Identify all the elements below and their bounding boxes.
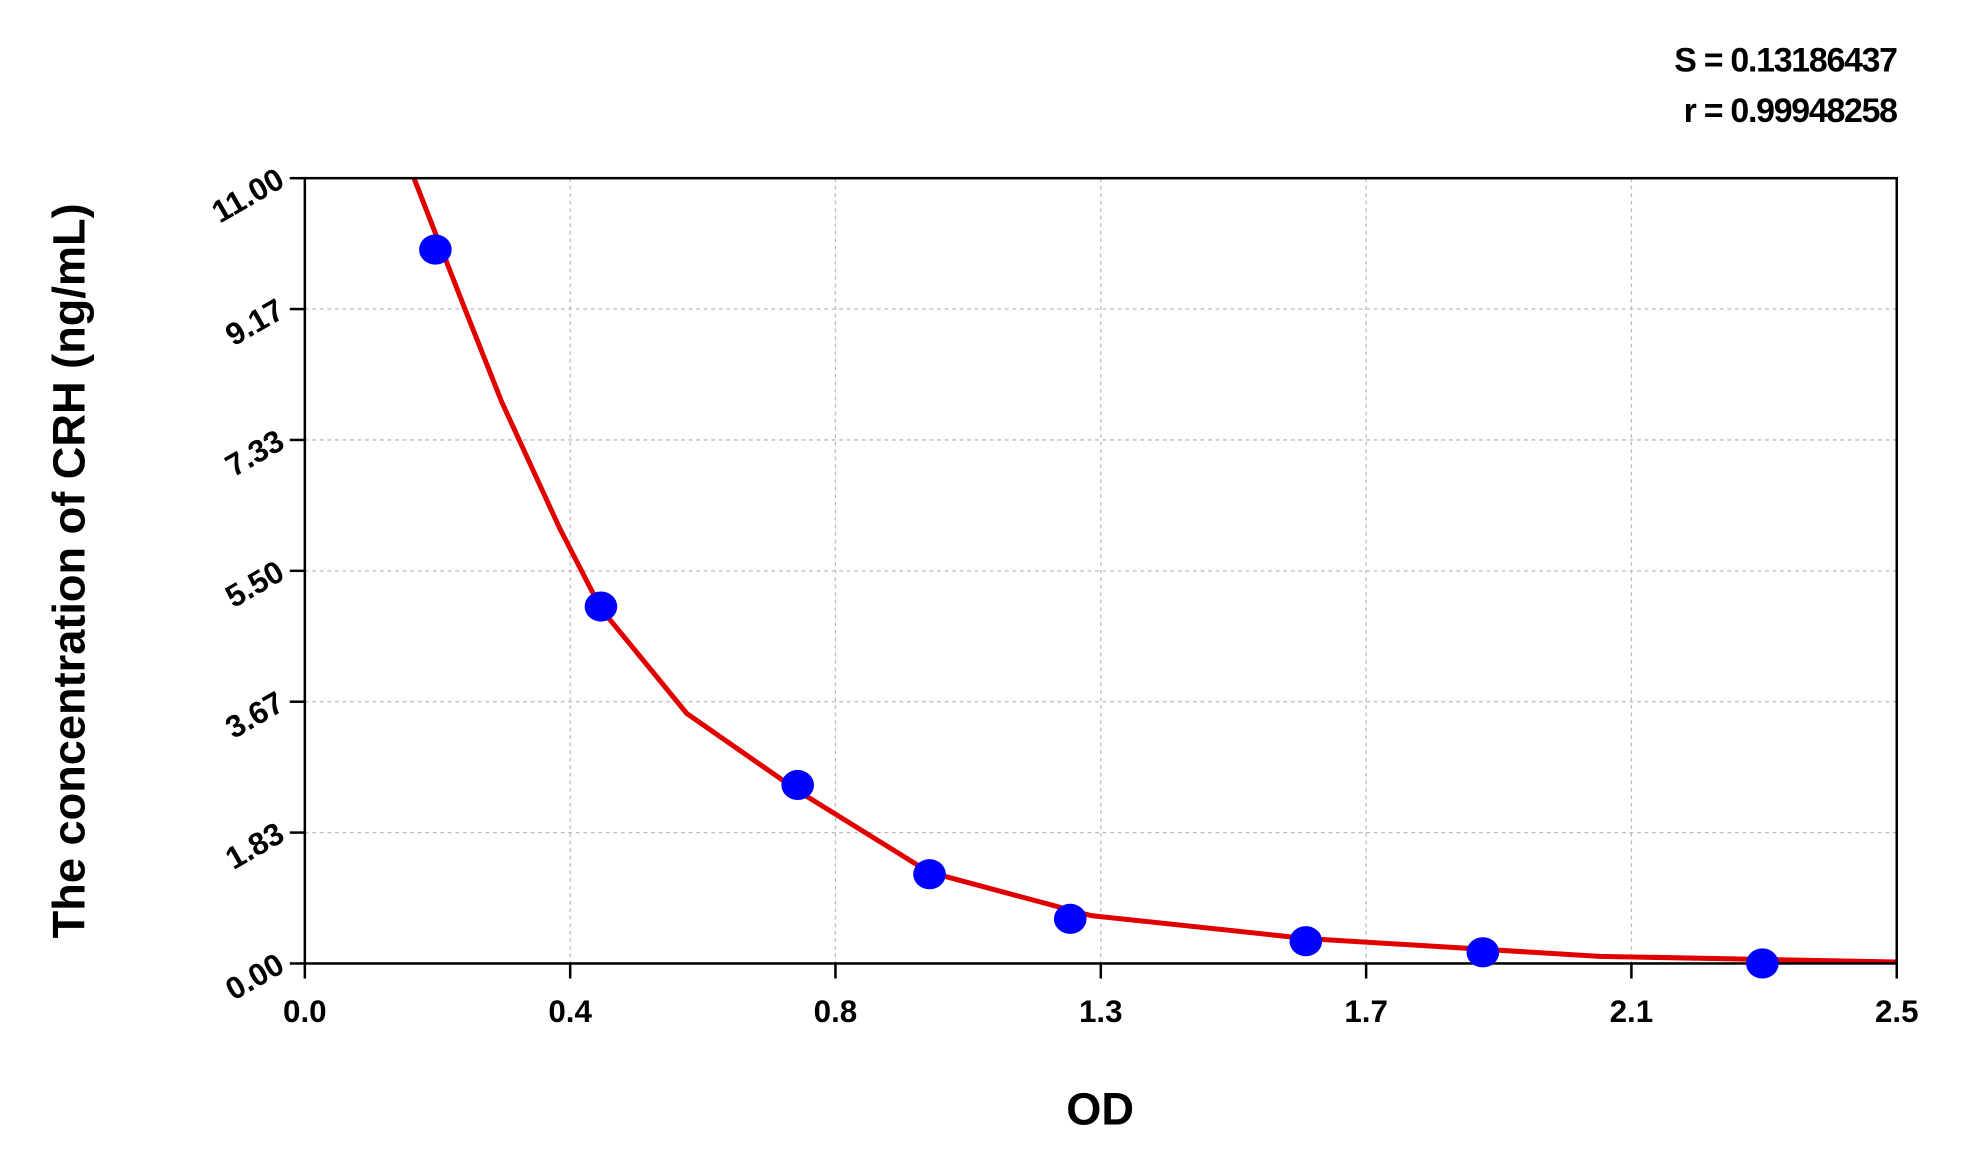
x-tick-label: 0.0 bbox=[283, 994, 327, 1029]
data-point bbox=[913, 859, 946, 890]
x-axis-label: OD bbox=[1066, 1084, 1134, 1135]
fit-curve bbox=[411, 178, 1897, 964]
data-point bbox=[1289, 926, 1323, 957]
data-point bbox=[1466, 937, 1500, 968]
y-axis-label: The concentration of CRH (ng/mL) bbox=[44, 203, 95, 938]
x-tick-label: 0.8 bbox=[814, 994, 858, 1029]
data-point bbox=[781, 769, 814, 801]
x-tick-label: 1.7 bbox=[1344, 994, 1388, 1029]
x-tick-label: 0.4 bbox=[548, 994, 592, 1029]
annotation: S = 0.13186437 bbox=[1674, 42, 1897, 80]
plot-area bbox=[411, 178, 1897, 964]
data-point bbox=[1053, 903, 1087, 934]
annotation: r = 0.99948258 bbox=[1684, 92, 1898, 130]
x-tick-label: 1.3 bbox=[1079, 994, 1123, 1029]
data-point bbox=[584, 591, 618, 622]
data-point bbox=[419, 234, 452, 265]
x-tick-label: 2.5 bbox=[1875, 994, 1919, 1029]
data-point bbox=[1746, 948, 1779, 979]
x-tick-label: 2.1 bbox=[1610, 994, 1654, 1029]
